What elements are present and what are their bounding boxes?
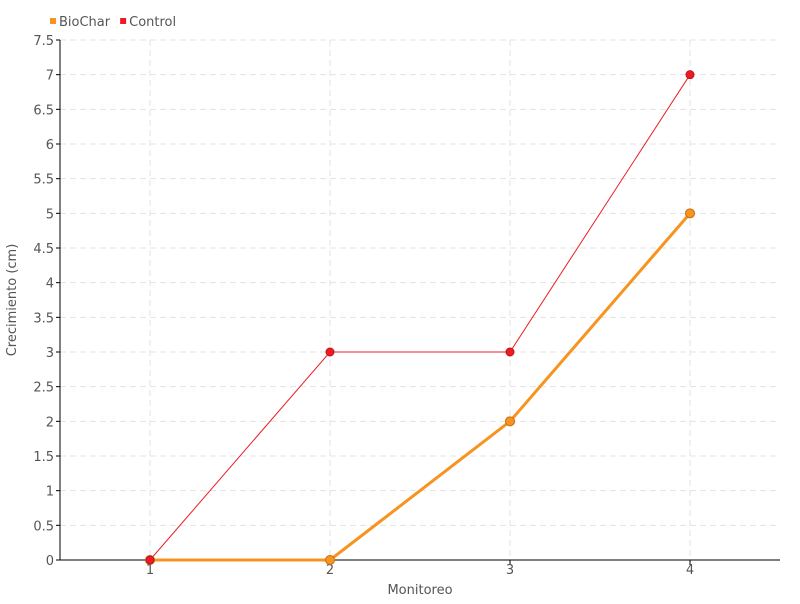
y-tick-label: 3.5 bbox=[33, 311, 54, 326]
y-tick-label: 7 bbox=[46, 69, 54, 84]
series bbox=[145, 70, 695, 565]
data-point-biochar bbox=[325, 555, 335, 565]
x-axis-label: Monitoreo bbox=[387, 583, 452, 598]
y-tick-label: 6.5 bbox=[33, 103, 54, 118]
y-tick-label: 5.5 bbox=[33, 173, 54, 188]
y-tick-label: 1.5 bbox=[33, 450, 54, 465]
y-tick-label: 5 bbox=[46, 207, 54, 222]
axes: 0 0.5 1 1.5 2 2.5 3 3.5 4 4.5 5 5.5 6 6.5 7 7.5 1 2 3 4 bbox=[33, 34, 780, 578]
series-line-control bbox=[149, 74, 691, 561]
x-tick-label: 2 bbox=[326, 563, 334, 578]
series-line-biochar bbox=[150, 212, 692, 562]
data-point-control bbox=[505, 347, 515, 357]
data-point-biochar bbox=[685, 208, 695, 219]
x-tick-label: 1 bbox=[146, 563, 154, 578]
data-point-control bbox=[325, 347, 335, 357]
y-tick-label: 2 bbox=[46, 415, 54, 430]
legend: BioChar Control bbox=[50, 15, 176, 30]
y-tick-label: 0.5 bbox=[33, 519, 54, 534]
y-tick-label: 4.5 bbox=[33, 242, 54, 257]
data-point-biochar bbox=[505, 416, 515, 427]
y-axis-label: Crecimiento (cm) bbox=[5, 244, 20, 357]
y-tick-label: 2.5 bbox=[33, 381, 54, 396]
data-point-control bbox=[685, 70, 695, 80]
legend-swatch bbox=[50, 18, 56, 24]
x-tick-label: 3 bbox=[506, 563, 514, 578]
y-tick-label: 7.5 bbox=[33, 34, 54, 49]
legend-swatch bbox=[120, 18, 127, 24]
y-tick-label: 6 bbox=[46, 138, 54, 153]
legend-label: BioChar bbox=[59, 15, 111, 30]
x-tick-label: 4 bbox=[686, 563, 694, 578]
y-tick-label: 0 bbox=[46, 554, 54, 569]
data-point-control bbox=[145, 555, 155, 565]
y-tick-label: 4 bbox=[46, 277, 54, 292]
legend-label: Control bbox=[129, 15, 176, 30]
y-tick-label: 3 bbox=[46, 346, 54, 361]
grid bbox=[60, 39, 780, 560]
y-tick-label: 1 bbox=[46, 485, 54, 500]
